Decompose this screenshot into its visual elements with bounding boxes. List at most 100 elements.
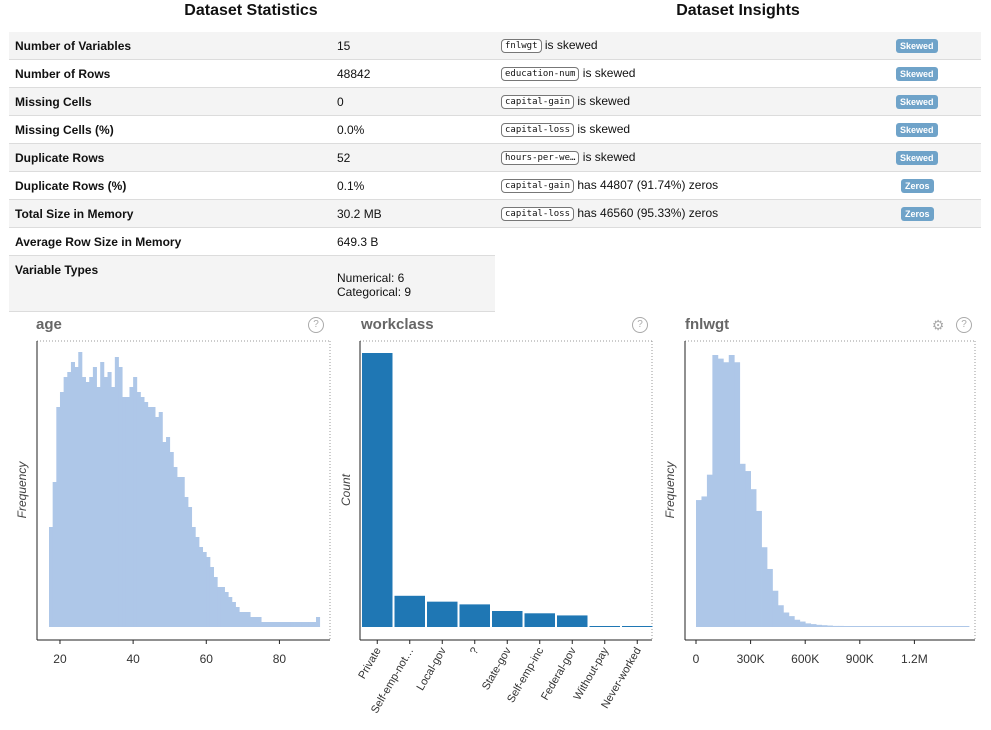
stat-value: Numerical: 6 Categorical: 9 [337, 271, 411, 299]
y-axis-label: Count [339, 473, 353, 506]
age-bar [301, 622, 306, 627]
insight-row: fnlwgt is skewed Skewed [495, 32, 981, 60]
age-bar [246, 612, 251, 627]
column-tag[interactable]: capital-gain [501, 94, 575, 109]
fnlwgt-bar [701, 496, 708, 627]
age-bar [195, 537, 200, 627]
age-bar [180, 477, 185, 627]
age-bar [224, 592, 229, 627]
gear-icon[interactable]: ⚙ [931, 317, 945, 333]
stat-value: 48842 [337, 67, 371, 81]
age-bar [283, 622, 288, 627]
age-bar [261, 622, 266, 627]
age-bar [100, 362, 105, 627]
column-tag[interactable]: education-num [501, 66, 580, 81]
fnlwgt-bar [914, 626, 921, 627]
dataset-insights-title: Dataset Insights [676, 2, 800, 19]
age-bar [213, 577, 218, 627]
fnlwgt-bar [859, 626, 866, 627]
zeros-badge: Zeros [901, 179, 934, 193]
age-bar [129, 387, 134, 627]
insight-text: fnlwgt is skewed [501, 38, 598, 53]
fnlwgt-bar [832, 625, 839, 627]
fnlwgt-bar [766, 568, 773, 627]
age-bar [239, 612, 244, 627]
fnlwgt-bar [777, 605, 784, 627]
fnlwgt-bar [898, 626, 904, 627]
fnlwgt-bar [712, 355, 719, 627]
fnlwgt-help-icon[interactable]: ? [956, 317, 972, 333]
zeros-badge: Zeros [901, 207, 934, 221]
x-tick-label: 600K [791, 652, 819, 666]
age-help-icon[interactable]: ? [308, 317, 324, 333]
column-tag[interactable]: capital-loss [501, 206, 575, 221]
workclass-bar [394, 595, 425, 627]
column-tag[interactable]: capital-loss [501, 122, 575, 137]
fnlwgt-bar [958, 626, 964, 627]
fnlwgt-bar [772, 590, 779, 627]
age-bar [166, 437, 171, 627]
insight-message: is skewed [544, 38, 598, 52]
x-tick-label: 0 [693, 652, 700, 666]
stat-value: 0.1% [337, 179, 365, 193]
age-bar [107, 372, 112, 627]
fnlwgt-bar [750, 489, 757, 627]
stat-value: 15 [337, 39, 351, 53]
insight-row: hours-per-we… is skewed Skewed [495, 144, 981, 172]
age-bar [235, 607, 240, 627]
column-tag[interactable]: hours-per-we… [501, 150, 580, 165]
age-bar [242, 612, 247, 627]
stat-key: Duplicate Rows [15, 151, 105, 165]
fnlwgt-bar [936, 626, 943, 627]
age-bar [290, 622, 295, 627]
age-bar [286, 622, 291, 627]
workclass-bar [492, 610, 523, 627]
age-bar [70, 362, 76, 627]
fnlwgt-bar [734, 362, 741, 627]
x-tick-label: 80 [273, 652, 287, 666]
stat-key: Total Size in Memory [15, 207, 134, 221]
age-bar [177, 477, 182, 627]
age-bar [118, 367, 123, 627]
fnlwgt-bar [892, 626, 899, 627]
workclass-help-icon[interactable]: ? [632, 317, 648, 333]
age-bar [162, 442, 167, 627]
insight-row: capital-loss is skewed Skewed [495, 116, 981, 144]
stat-key: Duplicate Rows (%) [15, 179, 127, 193]
fnlwgt-bar [696, 500, 702, 627]
fnlwgt-bar [788, 616, 795, 627]
age-bar [198, 547, 204, 627]
age-bar [140, 397, 145, 627]
age-bar [147, 407, 152, 627]
column-tag[interactable]: fnlwgt [501, 38, 542, 53]
fnlwgt-bar [728, 355, 735, 627]
insight-message: is skewed [577, 94, 631, 108]
skewed-badge: Skewed [896, 123, 938, 137]
age-bar [231, 602, 236, 627]
age-bar [52, 482, 57, 627]
column-tag[interactable]: capital-gain [501, 178, 575, 193]
age-bar [122, 397, 127, 627]
workclass-bar [622, 626, 653, 627]
fnlwgt-chart-title: fnlwgt [685, 316, 730, 333]
age-bar [125, 397, 130, 627]
stat-key: Number of Rows [15, 67, 111, 81]
fnlwgt-bar [706, 474, 713, 627]
age-bar [158, 412, 163, 627]
fnlwgt-bar [821, 625, 828, 627]
stat-value: 649.3 B [337, 235, 379, 249]
age-bar [67, 372, 72, 627]
age-bar [264, 622, 269, 627]
fnlwgt-bar [827, 625, 833, 627]
insight-message: has 44807 (91.74%) zeros [577, 178, 719, 192]
age-bar [103, 377, 108, 627]
fnlwgt-bar [837, 625, 844, 627]
age-bar [272, 622, 277, 627]
age-bar [56, 407, 61, 627]
stat-key: Missing Cells [15, 95, 92, 109]
age-bar [316, 617, 321, 627]
age-bar [217, 587, 222, 627]
stat-row: Missing Cells 0 [9, 88, 495, 116]
fnlwgt-bar [865, 626, 872, 627]
age-bar [275, 622, 280, 627]
